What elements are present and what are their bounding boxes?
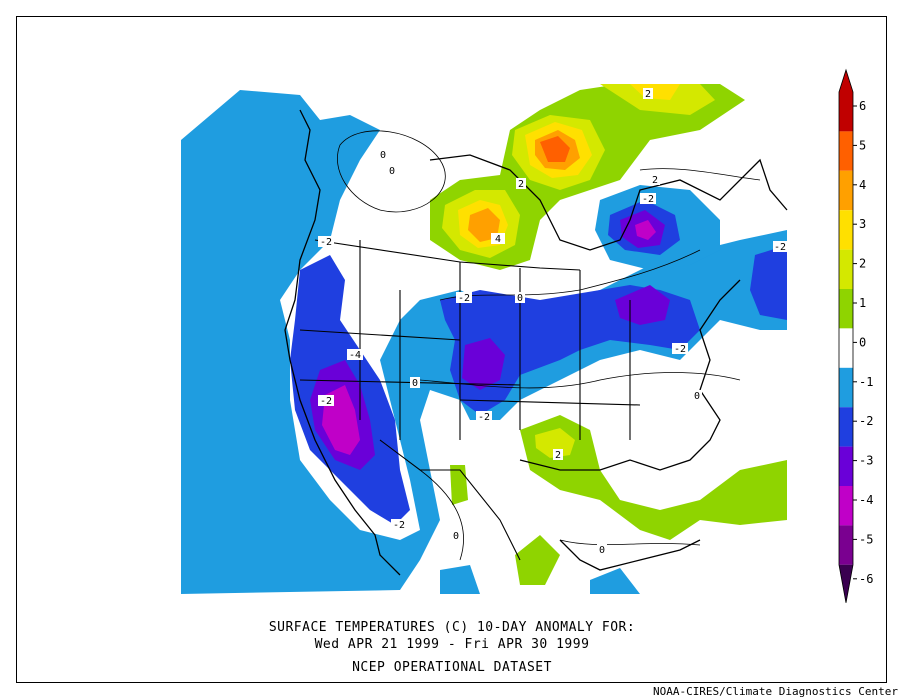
atlantic-cool-region xyxy=(750,245,787,320)
colorbar-label: 1 xyxy=(859,296,866,310)
colorbar-segment xyxy=(839,486,853,526)
contour-label: 0 xyxy=(517,293,523,304)
colorbar-segment xyxy=(839,170,853,211)
contour-label: -2 xyxy=(320,237,332,248)
contour-label: -2 xyxy=(774,242,786,253)
colorbar-label: -3 xyxy=(859,454,873,468)
contour-label-group: 0 0 0 0 0 0 0 2 2 2 2 4 -2 -2 -2 -2 -2 -… xyxy=(318,88,787,556)
east-colder-region xyxy=(615,285,670,325)
colorbar-label: 3 xyxy=(859,217,866,231)
mexico-warm2-region xyxy=(450,465,468,505)
colorbar-label: -2 xyxy=(859,414,873,428)
colorbar-label: -6 xyxy=(859,572,873,586)
coastlines xyxy=(284,109,788,576)
colorbar-segment xyxy=(839,92,853,132)
contour-label: 0 xyxy=(694,391,700,402)
contour-label: -2 xyxy=(478,412,490,423)
colorbar-label: 4 xyxy=(859,178,866,192)
hudson-warm5-region xyxy=(540,136,570,162)
colorbar-label: -4 xyxy=(859,493,873,507)
colorbar-segment xyxy=(839,249,853,289)
contour-lines xyxy=(337,130,761,561)
colorbar-label: 6 xyxy=(859,99,866,113)
quebec-coldest-spot xyxy=(635,220,656,240)
colorbar: 6 5 4 3 2 1 0 -1 -2 -3 -4 -5 -6 xyxy=(838,68,873,603)
title-line-1: SURFACE TEMPERATURES (C) 10-DAY ANOMALY … xyxy=(268,620,636,635)
contour-label: -2 xyxy=(458,293,470,304)
contour-label: -2 xyxy=(393,520,405,531)
colorbar-segment xyxy=(839,525,853,565)
title-line-3: NCEP OPERATIONAL DATASET xyxy=(352,660,552,675)
contour-label: 2 xyxy=(645,89,651,100)
colorbar-segment xyxy=(839,407,853,447)
colorbar-segment xyxy=(839,367,853,408)
gulf-warm-region xyxy=(520,415,787,540)
colorbar-label: 2 xyxy=(859,257,866,271)
contour-label: -2 xyxy=(320,396,332,407)
colorbar-top-arrow xyxy=(839,70,853,92)
colorbar-label: -5 xyxy=(859,532,873,546)
contour-label: 2 xyxy=(518,179,524,190)
mexico-warm-region xyxy=(515,535,560,585)
colorbar-segment xyxy=(839,131,853,171)
colorbar-segment xyxy=(839,446,853,486)
colorbar-bottom-arrow xyxy=(839,564,853,603)
central-colder-region xyxy=(462,338,505,390)
contour-label: -4 xyxy=(349,350,361,361)
contour-label: -2 xyxy=(642,194,654,205)
title-line-2: Wed APR 21 1999 - Fri APR 30 1999 xyxy=(314,637,590,652)
south-cool-region xyxy=(440,565,640,594)
contour-label: 0 xyxy=(380,150,386,161)
colorbar-segment xyxy=(839,328,853,368)
contour-label: 0 xyxy=(412,378,418,389)
contour-label: 0 xyxy=(389,166,395,177)
contour-label: 0 xyxy=(453,531,459,542)
contour-label: 2 xyxy=(555,450,561,461)
colorbar-label: 0 xyxy=(859,335,866,349)
colorbar-label: -1 xyxy=(859,375,873,389)
contour-label: 2 xyxy=(652,175,658,186)
contour-label: 4 xyxy=(495,234,501,245)
colorbar-outline xyxy=(838,68,854,603)
colorbar-segment xyxy=(839,289,853,329)
contour-label: 0 xyxy=(599,545,605,556)
colorbar-label: 5 xyxy=(859,138,866,152)
credit-text: NOAA-CIRES/Climate Diagnostics Center xyxy=(652,685,898,698)
political-borders xyxy=(299,239,641,561)
gulf-warmer-region xyxy=(535,428,575,458)
contour-label: -2 xyxy=(674,344,686,355)
colorbar-segment xyxy=(839,210,853,250)
